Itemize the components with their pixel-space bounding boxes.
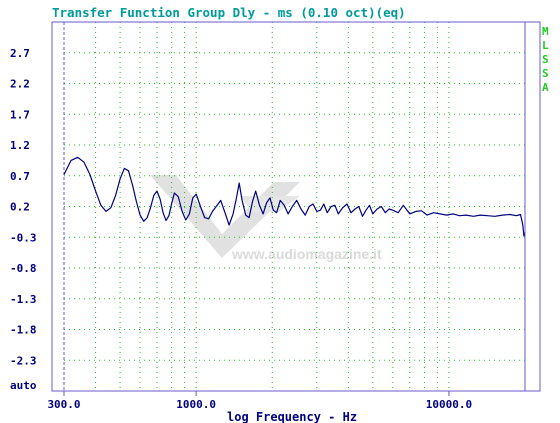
y-tick-label: -0.3 (10, 231, 37, 244)
y-axis-ticks: 2.7 2.2 1.7 1.2 0.7 0.2 -0.3 -0.8 -1.3 -1.8 -2.3 (10, 47, 37, 368)
side-letter: A (542, 81, 549, 94)
y-tick-label: 1.7 (10, 108, 30, 121)
x-axis-ticks: 300.0 1000.0 10000.0 (47, 391, 472, 411)
y-tick-label: 0.2 (10, 201, 30, 214)
side-letter: M (542, 25, 549, 38)
y-tick-label: -1.3 (10, 293, 37, 306)
y-tick-label: 0.7 (10, 170, 30, 183)
watermark-logo-bar (240, 196, 300, 212)
y-tick-label: -0.8 (10, 262, 37, 275)
x-tick-label: 10000.0 (426, 398, 472, 411)
x-tick-label: 1000.0 (176, 398, 216, 411)
side-letter: L (542, 39, 549, 52)
series-group (63, 156, 526, 237)
side-letter: S (542, 53, 549, 66)
side-label: M L S S A (542, 25, 549, 94)
y-tick-label: -2.3 (10, 354, 37, 367)
plot-frame (51, 21, 541, 392)
plot-grid (63, 22, 525, 391)
group-delay-line (63, 156, 526, 237)
side-panel-border (524, 21, 541, 392)
y-tick-label: 2.7 (10, 47, 30, 60)
side-letter: S (542, 67, 549, 80)
y-tick-label: 1.2 (10, 139, 30, 152)
watermark-text: www.audiomagazine.it (231, 246, 382, 262)
chart-title: Transfer Function Group Dly - ms (0.10 o… (52, 5, 406, 20)
watermark-logo-shape (150, 175, 300, 258)
y-tick-label: -1.8 (10, 324, 37, 337)
x-tick-label: 300.0 (47, 398, 80, 411)
y-tick-label: 2.2 (10, 78, 30, 91)
x-axis-title: log Frequency - Hz (227, 410, 357, 423)
y-auto-label: auto (10, 379, 37, 392)
watermark: www.audiomagazine.it (150, 175, 382, 262)
